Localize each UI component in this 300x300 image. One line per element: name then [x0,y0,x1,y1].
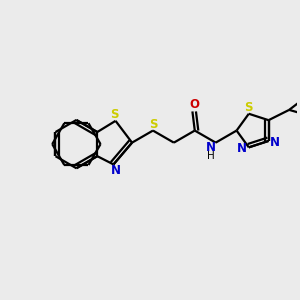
Text: S: S [149,118,157,130]
Text: S: S [110,108,118,121]
Text: S: S [244,101,253,114]
Text: N: N [270,136,280,149]
Text: H: H [206,151,214,160]
Text: N: N [237,142,247,155]
Text: O: O [189,98,199,111]
Text: N: N [111,164,121,177]
Text: N: N [206,141,215,154]
